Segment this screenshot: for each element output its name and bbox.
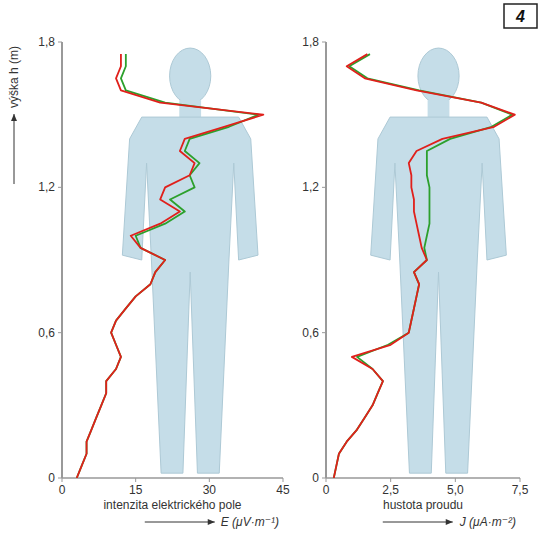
panel: 0 0,6 1,2 1,8 0 15 30 45 intenzita elektrického … [7,35,290,529]
torso-limbs [122,117,258,473]
y-arrow [14,114,15,184]
y-tick [58,332,62,333]
y-tick-label: 1,2 [302,180,319,194]
y-tick [322,478,326,479]
x-tick-label: 0 [59,483,66,497]
x-tick-label: 45 [276,483,290,497]
panel: 0 0,6 1,2 1,8 0 2,5 5,0 7,5 hustota proudu J (μA·… [302,4,537,529]
y-axis-title: výška h (m) [7,46,21,108]
x-tick [390,478,391,482]
body-silhouette [371,48,507,473]
y-tick-label: 0 [48,471,55,485]
x-tick [326,478,327,482]
y-tick [322,187,326,188]
figure: 0 0,6 1,2 1,8 0 15 30 45 intenzita elektrického … [0,0,542,533]
x-tick [62,478,63,482]
x-tick-label: 0 [323,483,330,497]
x-tick-label: 30 [203,483,217,497]
y-tick [58,187,62,188]
y-axis [325,42,327,478]
torso-limbs [371,117,507,473]
series-line [334,54,515,478]
x-axis [326,477,520,479]
x-tick [209,478,210,482]
series-line [77,54,264,478]
x-arrow-head [446,519,453,525]
x-axis [62,477,283,479]
x-tick-label: 5,0 [447,483,464,497]
y-tick-label: 0,6 [302,326,319,340]
x-axis-unit: E (μV·m⁻¹) [221,515,279,529]
x-arrow [145,522,215,523]
y-arrow-head [11,114,17,121]
x-arrow-head [208,519,215,525]
y-axis [61,42,63,478]
x-tick-label: 2,5 [382,483,399,497]
y-tick [58,42,62,43]
y-tick [322,332,326,333]
y-tick-label: 1,8 [38,35,55,49]
x-axis-unit: J (μA·m⁻²) [459,515,516,529]
x-tick-label: 7,5 [512,483,529,497]
head [170,48,211,104]
series-line [334,54,512,478]
plot-lines [334,54,515,478]
x-tick [520,478,521,482]
y-tick [58,478,62,479]
x-axis-title: hustota proudu [383,498,463,512]
x-axis-title: intenzita elektrického pole [103,498,241,512]
series-line [77,54,259,478]
x-tick [283,478,284,482]
plot-lines [77,54,264,478]
y-tick-label: 0 [312,471,319,485]
y-tick-label: 1,8 [302,35,319,49]
x-tick-label: 15 [129,483,143,497]
figure-number: 4 [515,8,525,25]
x-arrow [383,522,453,523]
y-tick-label: 1,2 [38,180,55,194]
x-tick [135,478,136,482]
y-tick-label: 0,6 [38,326,55,340]
figure-number-box [504,4,537,28]
y-tick [322,42,326,43]
x-tick [455,478,456,482]
